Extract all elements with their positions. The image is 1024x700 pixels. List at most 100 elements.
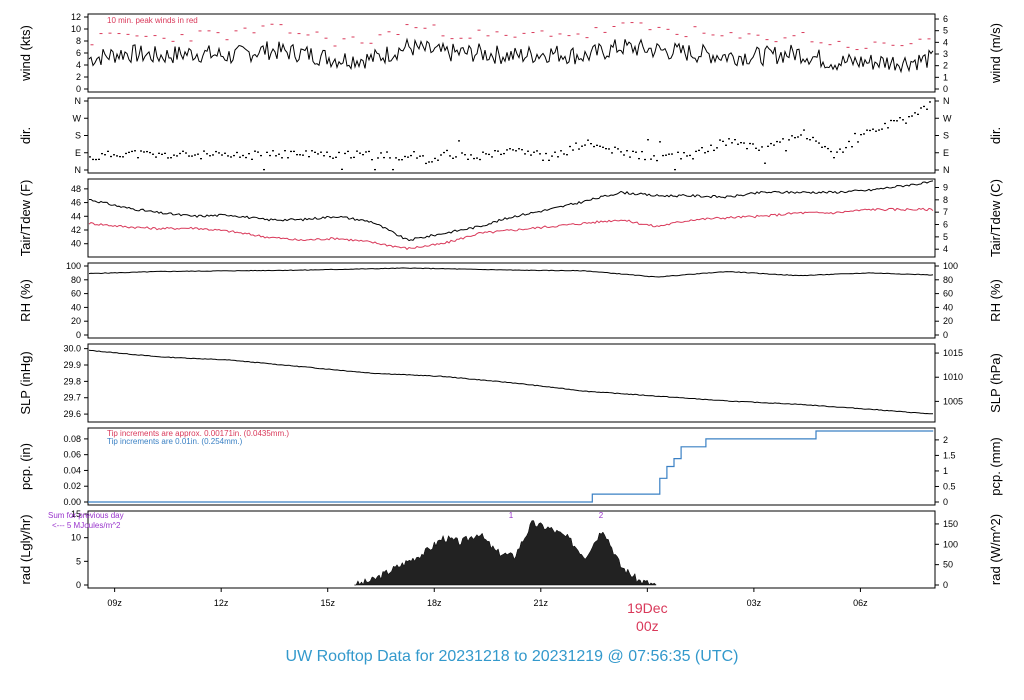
- ylabel-right-rad: rad (W/m^2): [988, 514, 1003, 585]
- ytick-label-rh: 80: [71, 275, 81, 285]
- ytick-label-rh: 60: [71, 289, 81, 299]
- ylabel-pcp: pcp. (in): [18, 443, 33, 490]
- ytick-label-wind: 2: [76, 72, 81, 82]
- ylabel-rad: rad (Lgly/hr): [18, 514, 33, 584]
- ytick-right-label-slp: 1010: [943, 372, 963, 382]
- xtick-label: 06z: [853, 598, 868, 608]
- ytick-right-label-wind: 0: [943, 84, 948, 94]
- ytick-label-dir: E: [75, 148, 81, 158]
- ytick-right-label-pcp: 2: [943, 435, 948, 445]
- ytick-right-label-dir: N: [943, 96, 950, 106]
- ytick-label-rad: 10: [71, 533, 81, 543]
- ylabel-right-dir: dir.: [988, 127, 1003, 144]
- ytick-label-rh: 100: [66, 261, 81, 271]
- ylabel-right-temp: Tair/Tdew (C): [988, 179, 1003, 257]
- precip-note-2: Tip increments are 0.01in. (0.254mm.): [107, 437, 243, 446]
- precip-line: [88, 430, 934, 503]
- ytick-label-slp: 29.6: [63, 409, 81, 419]
- panel-frame-temp: [87, 178, 936, 258]
- ytick-label-rh: 0: [76, 330, 81, 340]
- ylabel-right-slp: SLP (hPa): [988, 353, 1003, 413]
- ylabel-temp: Tair/Tdew (F): [18, 180, 33, 257]
- ytick-right-label-temp: 7: [943, 207, 948, 217]
- ytick-label-slp: 29.9: [63, 360, 81, 370]
- ytick-label-rh: 20: [71, 316, 81, 326]
- panel-frame-pcp: [87, 427, 936, 506]
- ytick-label-wind: 6: [76, 48, 81, 58]
- ylabel-dir: dir.: [18, 127, 33, 144]
- panel-frame-rad: [87, 510, 936, 589]
- ytick-label-wind: 10: [71, 24, 81, 34]
- dewpoint-line: [88, 207, 934, 251]
- chart-title: UW Rooftop Data for 20231218 to 20231219…: [285, 648, 739, 665]
- ytick-right-label-dir: W: [943, 113, 952, 123]
- xtick-label: 18z: [427, 598, 442, 608]
- xtick-label: 03z: [747, 598, 762, 608]
- ytick-label-pcp: 0.06: [63, 450, 81, 460]
- ylabel-right-rh: RH (%): [988, 279, 1003, 322]
- ytick-right-label-slp: 1015: [943, 348, 963, 358]
- ylabel-rh: RH (%): [18, 279, 33, 322]
- xtick-label: 21z: [534, 598, 549, 608]
- ytick-right-label-wind: 1: [943, 72, 948, 82]
- ytick-right-label-dir: N: [943, 165, 950, 175]
- ytick-label-dir: W: [73, 113, 82, 123]
- ytick-right-label-pcp: 0: [943, 497, 948, 507]
- ytick-right-label-rad: 150: [943, 519, 958, 529]
- ytick-right-label-rh: 80: [943, 275, 953, 285]
- ytick-label-temp: 44: [71, 211, 81, 221]
- xtick-label: 09z: [107, 598, 122, 608]
- precip-note-1: Tip increments are approx. 0.00171in. (0…: [107, 429, 289, 438]
- rad-note-sum: Sum for previous day: [48, 511, 124, 520]
- ytick-right-label-rh: 100: [943, 261, 958, 271]
- ytick-label-dir: N: [75, 96, 82, 106]
- ylabel-slp: SLP (inHg): [18, 351, 33, 414]
- ytick-right-label-temp: 5: [943, 232, 948, 242]
- date-sublabel: 00z: [636, 618, 659, 634]
- ytick-right-label-rad: 0: [943, 580, 948, 590]
- ytick-label-slp: 29.7: [63, 393, 81, 403]
- ytick-label-rh: 40: [71, 302, 81, 312]
- ytick-label-wind: 8: [76, 36, 81, 46]
- ytick-label-pcp: 0.04: [63, 465, 81, 475]
- ytick-right-label-dir: E: [943, 148, 949, 158]
- slp-line: [88, 349, 934, 415]
- radiation-area: [354, 520, 657, 586]
- ytick-right-label-temp: 6: [943, 220, 948, 230]
- ytick-right-label-rh: 40: [943, 302, 953, 312]
- ytick-label-temp: 40: [71, 239, 81, 249]
- ylabel-right-wind: wind (m/s): [988, 23, 1003, 84]
- ytick-label-wind: 4: [76, 60, 81, 70]
- air-temp-line: [89, 180, 934, 242]
- rad-note-mj: <--- 5 MJoules/m^2: [52, 521, 121, 530]
- ytick-label-wind: 12: [71, 12, 81, 22]
- xtick-label: 15z: [320, 598, 335, 608]
- ytick-label-temp: 48: [71, 184, 81, 194]
- ytick-right-label-temp: 8: [943, 195, 948, 205]
- ytick-right-label-wind: 4: [943, 37, 948, 47]
- ytick-right-label-slp: 1005: [943, 396, 963, 406]
- ytick-label-temp: 46: [71, 198, 81, 208]
- ytick-right-label-pcp: 1: [943, 466, 948, 476]
- ytick-right-label-rh: 60: [943, 289, 953, 299]
- ytick-right-label-pcp: 0.5: [943, 481, 956, 491]
- date-label: 19Dec: [627, 600, 667, 616]
- ytick-right-label-dir: S: [943, 131, 949, 141]
- ytick-label-pcp: 0.00: [63, 497, 81, 507]
- rad-marker-1: 1: [509, 511, 514, 520]
- peak-wind-annotation: 10 min. peak winds in red: [107, 16, 198, 25]
- ytick-right-label-temp: 4: [943, 244, 948, 254]
- ytick-right-label-wind: 6: [943, 14, 948, 24]
- wind-speed-line: [88, 37, 934, 74]
- ytick-right-label-pcp: 1.5: [943, 450, 956, 460]
- ytick-right-label-wind: 2: [943, 61, 948, 71]
- panel-frame-rh: [87, 262, 936, 339]
- ytick-right-label-rh: 20: [943, 316, 953, 326]
- ytick-label-pcp: 0.08: [63, 434, 81, 444]
- ytick-right-label-wind: 3: [943, 49, 948, 59]
- ytick-right-label-temp: 9: [943, 182, 948, 192]
- ytick-label-temp: 42: [71, 225, 81, 235]
- ytick-label-dir: S: [75, 131, 81, 141]
- ytick-label-slp: 30.0: [63, 344, 81, 354]
